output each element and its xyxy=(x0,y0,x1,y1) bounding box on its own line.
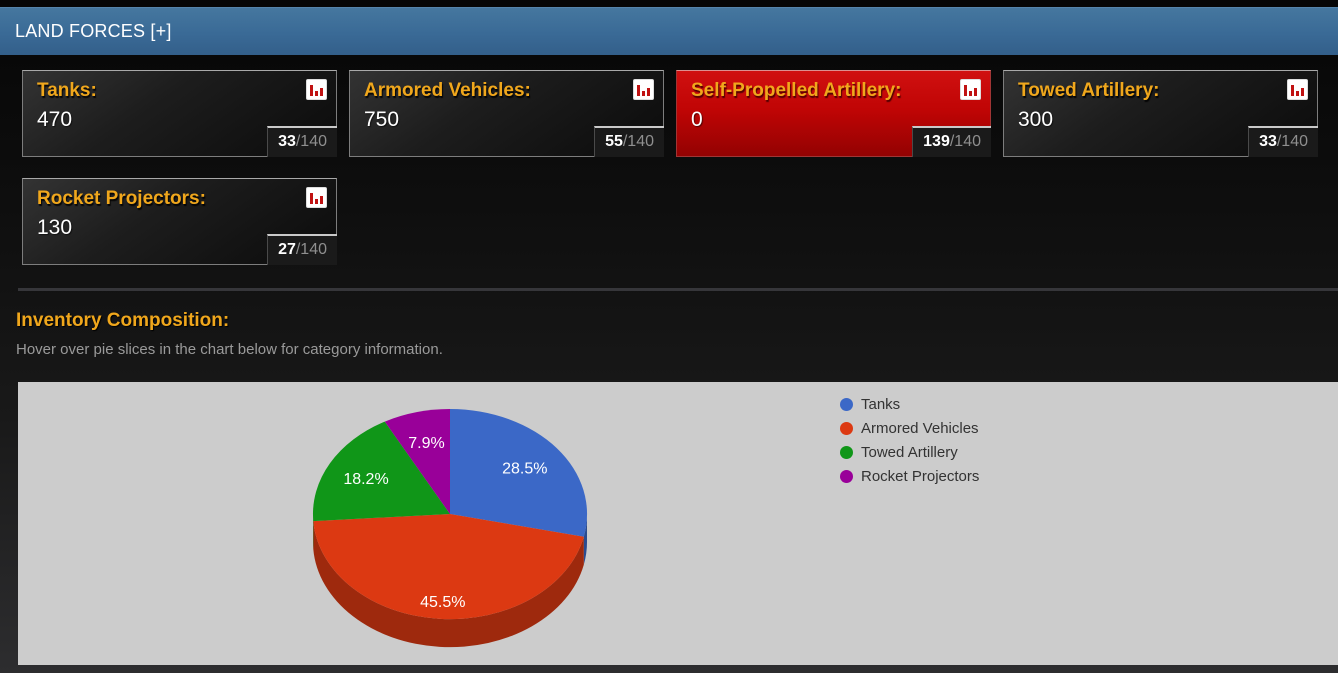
legend-label: Armored Vehicles xyxy=(861,420,979,437)
rank-total: /140 xyxy=(623,133,654,150)
legend-swatch-icon xyxy=(840,470,853,483)
legend-item-tanks[interactable]: Tanks xyxy=(840,392,979,416)
rank-value: 33 xyxy=(278,133,296,150)
stat-card-label: Armored Vehicles: xyxy=(364,80,587,102)
section-divider xyxy=(18,288,1338,291)
rank-total: /140 xyxy=(950,133,981,150)
rank-total: /140 xyxy=(296,133,327,150)
land-forces-header[interactable]: LAND FORCES [+] xyxy=(0,7,1338,55)
legend-label: Tanks xyxy=(861,396,900,413)
pie-slice-percent-label: 18.2% xyxy=(343,471,388,488)
chart-legend: Tanks Armored Vehicles Towed Artillery Rock… xyxy=(840,392,979,488)
pie-chart-area: 28.5% 45.5% 18.2% 7.9% Tanks Armored Vehicle… xyxy=(18,382,1338,665)
bar-chart-icon[interactable] xyxy=(306,79,327,100)
rank-badge: 55/140 xyxy=(594,126,664,157)
rank-value: 139 xyxy=(923,133,950,150)
legend-item-rocket-projectors[interactable]: Rocket Projectors xyxy=(840,464,979,488)
legend-item-towed-artillery[interactable]: Towed Artillery xyxy=(840,440,979,464)
land-forces-title: LAND FORCES [+] xyxy=(15,21,172,42)
stat-card-label: Towed Artillery: xyxy=(1018,80,1241,102)
pie-slice-percent-label: 28.5% xyxy=(502,461,547,478)
legend-swatch-icon xyxy=(840,446,853,459)
stat-card-label: Tanks: xyxy=(37,80,260,102)
bar-chart-icon[interactable] xyxy=(1287,79,1308,100)
stat-card-label: Rocket Projectors: xyxy=(37,188,260,210)
bar-chart-icon[interactable] xyxy=(960,79,981,100)
legend-label: Towed Artillery xyxy=(861,444,958,461)
legend-swatch-icon xyxy=(840,422,853,435)
rank-badge: 27/140 xyxy=(267,234,337,265)
rank-badge: 139/140 xyxy=(912,126,991,157)
pie-chart: 28.5% 45.5% 18.2% 7.9% xyxy=(18,382,718,665)
bar-chart-icon[interactable] xyxy=(306,187,327,208)
rank-value: 33 xyxy=(1259,133,1277,150)
bar-chart-icon[interactable] xyxy=(633,79,654,100)
rank-badge: 33/140 xyxy=(1248,126,1318,157)
legend-swatch-icon xyxy=(840,398,853,411)
legend-item-armored-vehicles[interactable]: Armored Vehicles xyxy=(840,416,979,440)
inventory-composition-title: Inventory Composition: xyxy=(16,310,1338,332)
pie-slice-percent-label: 45.5% xyxy=(420,594,465,611)
rank-total: /140 xyxy=(1277,133,1308,150)
pie-slice-percent-label: 7.9% xyxy=(408,435,444,452)
legend-label: Rocket Projectors xyxy=(861,468,979,485)
rank-total: /140 xyxy=(296,241,327,258)
rank-badge: 33/140 xyxy=(267,126,337,157)
inventory-composition-subtitle: Hover over pie slices in the chart below… xyxy=(16,341,1338,358)
rank-value: 27 xyxy=(278,241,296,258)
stat-card-label: Self-Propelled Artillery: xyxy=(691,80,914,102)
rank-value: 55 xyxy=(605,133,623,150)
